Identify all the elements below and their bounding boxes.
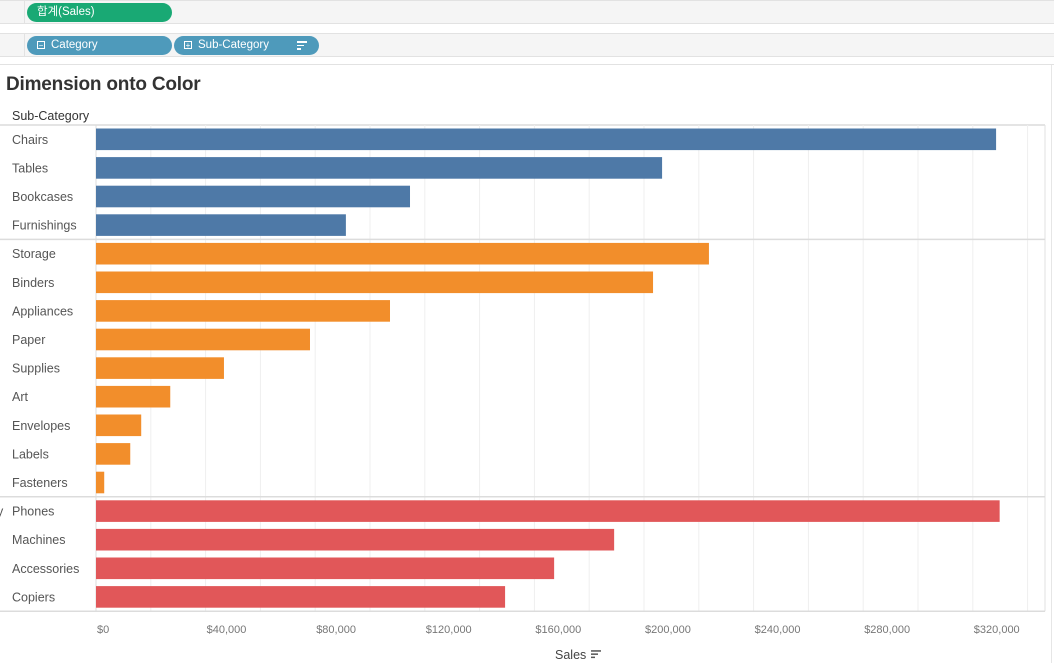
row-label-phones[interactable]: Phones [12, 505, 54, 519]
bar-chart: Chairs Tables Bookcases Furnishings Storage B… [0, 124, 1046, 662]
bar-chairs[interactable] [96, 128, 997, 151]
x-tick-label: $0 [97, 624, 109, 636]
bar-binders[interactable] [96, 271, 654, 294]
axis-sort-icon[interactable] [591, 653, 598, 655]
collapse-icon[interactable]: − [37, 41, 45, 50]
sort-descending-icon[interactable] [297, 41, 307, 50]
bar-accessories[interactable] [96, 557, 555, 580]
row-label-copiers[interactable]: Copiers [12, 590, 55, 604]
x-tick-label: $80,000 [316, 624, 356, 636]
row-label-art[interactable]: Art [12, 390, 29, 404]
sheet-title: Dimension onto Color [6, 74, 201, 95]
row-label-binders[interactable]: Binders [12, 276, 54, 290]
bar-copiers[interactable] [96, 586, 506, 608]
category-label-cut: y [0, 505, 4, 519]
row-label-labels[interactable]: Labels [12, 447, 49, 461]
row-label-storage[interactable]: Storage [12, 247, 56, 261]
bar-paper[interactable] [96, 328, 310, 351]
row-label-tables[interactable]: Tables [12, 161, 48, 175]
row-label-chairs[interactable]: Chairs [12, 133, 48, 147]
expand-icon[interactable]: + [184, 41, 192, 50]
row-label-fasteners[interactable]: Fasteners [12, 476, 68, 490]
bar-tables[interactable] [96, 157, 663, 179]
columns-shelf-label [0, 1, 25, 23]
x-tick-label: $40,000 [207, 624, 247, 636]
x-tick-label: $320,000 [974, 624, 1020, 636]
bar-envelopes[interactable] [96, 414, 142, 437]
category-pill[interactable]: − Category [27, 36, 172, 55]
bar-furnishings[interactable] [96, 214, 346, 236]
x-tick-label: $240,000 [755, 624, 801, 636]
bar-art[interactable] [96, 385, 171, 408]
axis-sort-icon[interactable] [591, 650, 601, 652]
bar-appliances[interactable] [96, 300, 391, 322]
rows-shelf: − Category + Sub-Category [0, 33, 1054, 57]
rows-shelf-label [0, 34, 25, 56]
sales-pill[interactable]: 합계(Sales) [27, 3, 172, 22]
row-header-sub-category[interactable]: Sub-Category [12, 109, 90, 123]
x-tick-label: $160,000 [535, 624, 581, 636]
bar-phones[interactable] [96, 500, 1000, 522]
bar-machines[interactable] [96, 528, 615, 551]
bar-storage[interactable] [96, 242, 709, 265]
columns-shelf: 합계(Sales) [0, 0, 1054, 24]
row-label-bookcases[interactable]: Bookcases [12, 190, 73, 204]
row-label-machines[interactable]: Machines [12, 533, 66, 547]
sub-category-pill-label: Sub-Category [198, 39, 269, 51]
row-label-supplies[interactable]: Supplies [12, 362, 60, 376]
row-label-furnishings[interactable]: Furnishings [12, 219, 77, 233]
sub-category-pill[interactable]: + Sub-Category [174, 36, 319, 55]
row-label-envelopes[interactable]: Envelopes [12, 419, 70, 433]
x-tick-label: $120,000 [426, 624, 472, 636]
row-label-appliances[interactable]: Appliances [12, 304, 73, 318]
category-pill-label: Category [51, 39, 98, 51]
axis-sort-icon[interactable] [591, 656, 595, 659]
bar-labels[interactable] [96, 443, 131, 465]
row-label-accessories[interactable]: Accessories [12, 562, 79, 576]
bar-supplies[interactable] [96, 357, 224, 379]
x-axis-title[interactable]: Sales [555, 648, 586, 662]
bar-fasteners[interactable] [96, 471, 105, 494]
bar-bookcases[interactable] [96, 185, 411, 208]
sales-pill-label: 합계(Sales) [37, 6, 95, 18]
x-tick-label: $280,000 [864, 624, 910, 636]
x-tick-label: $200,000 [645, 624, 691, 636]
worksheet: Dimension onto Color Sub-Category Chairs… [0, 64, 1054, 663]
row-label-paper[interactable]: Paper [12, 333, 45, 347]
